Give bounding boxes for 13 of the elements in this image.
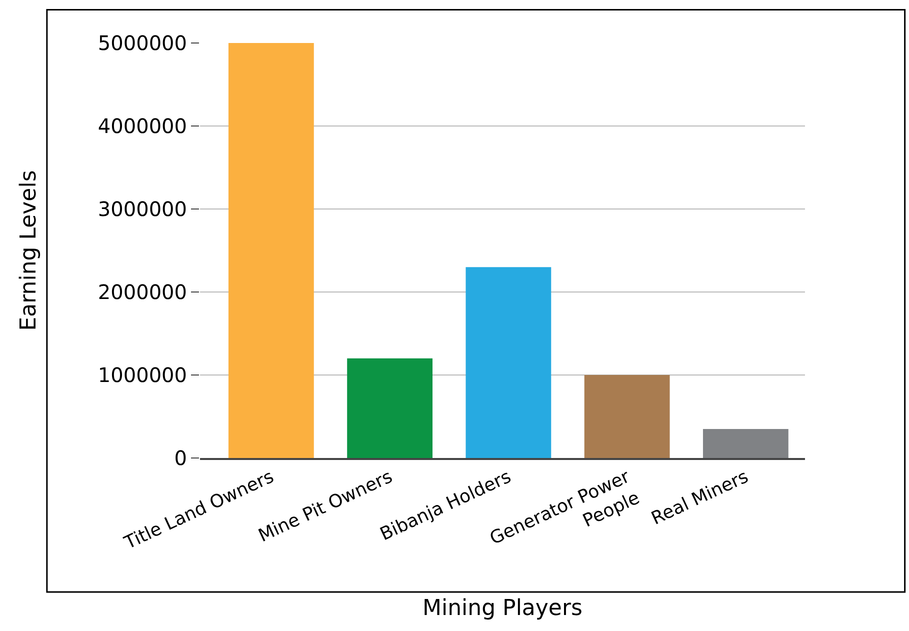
y-tick-label: 2000000 <box>98 280 187 304</box>
y-axis-title: Earning Levels <box>16 170 42 331</box>
bar <box>584 375 670 458</box>
bar <box>347 358 433 458</box>
bar <box>228 43 314 458</box>
y-tick-label: 0 <box>174 446 187 470</box>
bar <box>702 428 788 458</box>
bar <box>466 267 552 458</box>
y-tick-label: 3000000 <box>98 197 187 221</box>
y-tick-label: 5000000 <box>98 31 187 55</box>
y-tick-label: 1000000 <box>98 363 187 387</box>
y-tick-label: 4000000 <box>98 114 187 138</box>
x-axis-title: Mining Players <box>422 596 582 621</box>
